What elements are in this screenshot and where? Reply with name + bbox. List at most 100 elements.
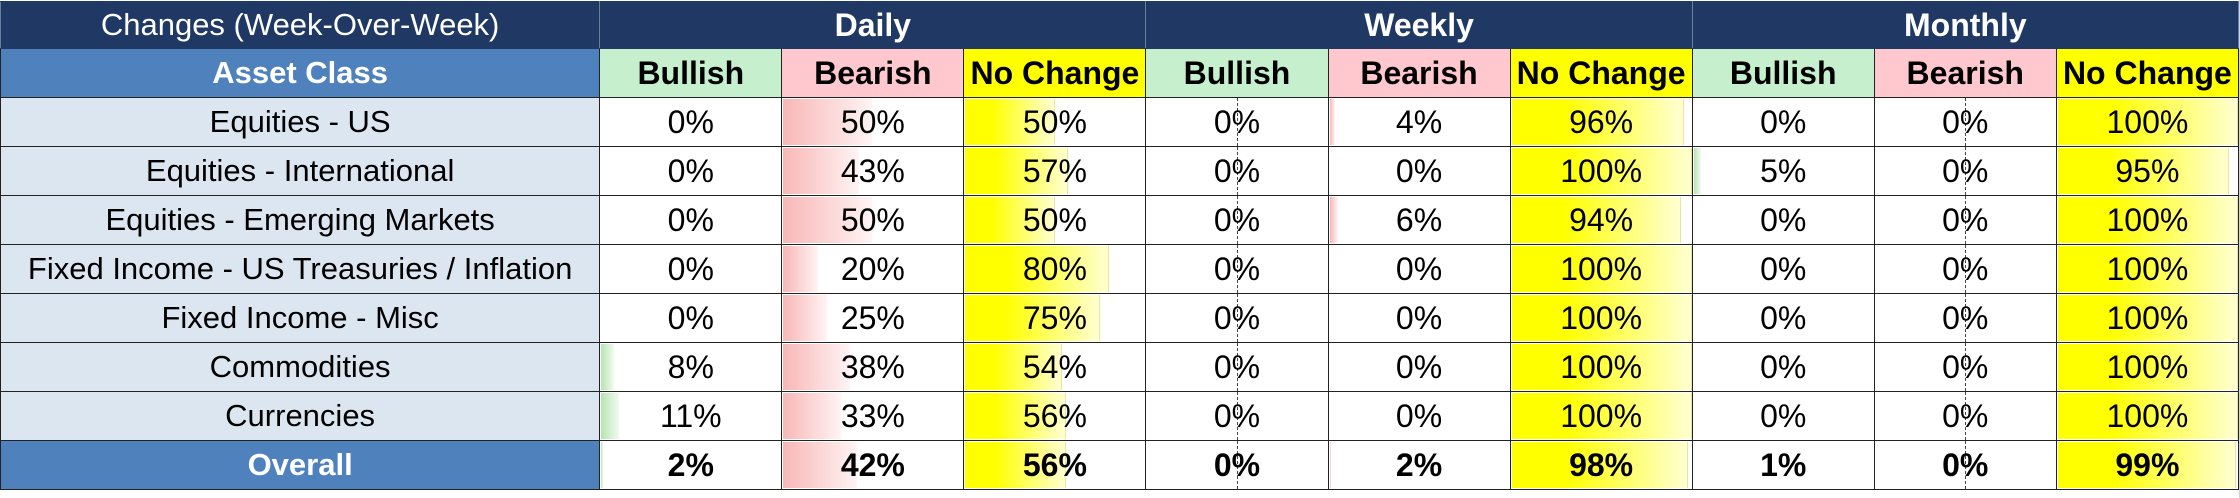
daily-no-change-cell: 56% xyxy=(963,440,1147,490)
group-monthly: Monthly xyxy=(1691,1,2239,49)
cell-value: 100% xyxy=(2106,103,2189,140)
daily-bullish-cell: 8% xyxy=(599,342,783,392)
monthly-bullish-cell: 1% xyxy=(1691,440,1875,490)
cell-value: 0% xyxy=(1213,397,1261,434)
weekly-bearish-cell: 2% xyxy=(1327,440,1511,490)
daily-no-change-cell: 50% xyxy=(963,195,1147,245)
monthly-no-change-cell: 100% xyxy=(2055,244,2239,294)
weekly-bullish-cell: 0% xyxy=(1145,195,1329,245)
data-bar xyxy=(965,148,1068,194)
cell-value: 42% xyxy=(840,446,905,483)
cell-value: 25% xyxy=(840,299,905,336)
monthly-bearish-header: Bearish xyxy=(1873,48,2057,98)
cell-value: 2% xyxy=(1395,446,1443,483)
data-bar-axis xyxy=(1236,98,1238,146)
monthly-bearish-cell: 0% xyxy=(1873,342,2057,392)
weekly-bullish-cell: 0% xyxy=(1145,97,1329,147)
cell-value: 100% xyxy=(2106,250,2189,287)
data-bar xyxy=(601,393,620,439)
data-bar-axis xyxy=(1965,392,1967,440)
daily-bearish-cell: 20% xyxy=(781,244,965,294)
daily-bullish-cell: 11% xyxy=(599,391,783,441)
monthly-no-change-cell: 100% xyxy=(2055,342,2239,392)
cell-value: 0% xyxy=(1942,201,1989,238)
group-header-row: Changes (Week-Over-Week) Daily Weekly Mo… xyxy=(0,1,2239,49)
cell-value: 100% xyxy=(1560,152,1643,189)
monthly-no-change-header: No Change xyxy=(2055,48,2239,98)
cell-value: 0% xyxy=(1760,250,1807,287)
weekly-bearish-cell: 0% xyxy=(1327,391,1511,441)
daily-bearish-cell: 43% xyxy=(781,146,965,196)
cell-value: 0% xyxy=(1213,299,1261,336)
cell-value: 6% xyxy=(1395,201,1443,238)
cell-value: 0% xyxy=(1760,397,1807,434)
cell-value: 0% xyxy=(1213,250,1261,287)
table-row: Commodities 8% 38% 54% 0% 0% 100% 0% 0% 100% xyxy=(0,342,2239,392)
column-header-row: Asset Class Bullish Bearish No Change Bu… xyxy=(0,48,2239,98)
data-bar xyxy=(965,295,1101,341)
data-bar xyxy=(2057,99,2238,145)
monthly-bearish-cell: 0% xyxy=(1873,146,2057,196)
data-bar-axis xyxy=(1236,343,1238,391)
data-bar xyxy=(1511,295,1692,341)
cell-value: 0% xyxy=(1395,348,1443,385)
cell-value: 1% xyxy=(1760,446,1807,483)
weekly-bullish-cell: 0% xyxy=(1145,244,1329,294)
cell-value: 0% xyxy=(667,201,714,238)
daily-bearish-cell: 50% xyxy=(781,195,965,245)
data-bar xyxy=(783,246,818,292)
data-bar xyxy=(601,344,614,390)
monthly-bullish-cell: 0% xyxy=(1691,195,1875,245)
data-bar xyxy=(965,99,1055,145)
daily-no-change-cell: 54% xyxy=(963,342,1147,392)
data-bar xyxy=(601,442,603,488)
cell-value: 0% xyxy=(1395,152,1443,189)
daily-bullish-cell: 2% xyxy=(599,440,783,490)
daily-bearish-cell: 33% xyxy=(781,391,965,441)
weekly-no-change-cell: 100% xyxy=(1509,146,1693,196)
monthly-no-change-cell: 95% xyxy=(2055,146,2239,196)
data-bar-axis xyxy=(1236,196,1238,244)
cell-value: 50% xyxy=(1022,103,1087,140)
weekly-bullish-header: Bullish xyxy=(1145,48,1329,98)
data-bar-axis xyxy=(1965,98,1967,146)
data-bar-axis xyxy=(1236,441,1238,489)
monthly-bearish-cell: 0% xyxy=(1873,293,2057,343)
cell-value: 0% xyxy=(667,250,714,287)
table-row: Equities - International 0% 43% 57% 0% 0% 100%… xyxy=(0,146,2239,196)
data-bar xyxy=(1511,442,1689,488)
cell-value: 0% xyxy=(1213,348,1261,385)
cell-value: 100% xyxy=(1560,250,1643,287)
weekly-no-change-cell: 98% xyxy=(1509,440,1693,490)
data-bar-axis xyxy=(1965,343,1967,391)
data-bar xyxy=(965,393,1066,439)
cell-value: 0% xyxy=(1942,250,1989,287)
daily-bullish-cell: 0% xyxy=(599,244,783,294)
monthly-bullish-cell: 0% xyxy=(1691,342,1875,392)
asset-class-header: Asset Class xyxy=(0,48,601,98)
cell-value: 56% xyxy=(1022,446,1087,483)
weekly-no-change-cell: 100% xyxy=(1509,244,1693,294)
table-row: Equities - US 0% 50% 50% 0% 4% 96% 0% 0% 100% xyxy=(0,97,2239,147)
data-bar-axis xyxy=(1236,147,1238,195)
weekly-bullish-cell: 0% xyxy=(1145,440,1329,490)
weekly-bearish-cell: 0% xyxy=(1327,244,1511,294)
cell-value: 99% xyxy=(2115,446,2180,483)
table-row: Currencies 11% 33% 56% 0% 0% 100% 0% 0% 100% xyxy=(0,391,2239,441)
monthly-bearish-cell: 0% xyxy=(1873,195,2057,245)
cell-value: 20% xyxy=(840,250,905,287)
weekly-no-change-cell: 96% xyxy=(1509,97,1693,147)
weekly-no-change-cell: 100% xyxy=(1509,293,1693,343)
data-bar xyxy=(1693,148,1701,194)
cell-value: 94% xyxy=(1569,201,1634,238)
monthly-bullish-cell: 0% xyxy=(1691,391,1875,441)
asset-class-name: Fixed Income - Misc xyxy=(0,293,601,343)
weekly-no-change-cell: 94% xyxy=(1509,195,1693,245)
monthly-bullish-cell: 0% xyxy=(1691,97,1875,147)
daily-bullish-cell: 0% xyxy=(599,195,783,245)
weekly-bullish-cell: 0% xyxy=(1145,293,1329,343)
cell-value: 50% xyxy=(1022,201,1087,238)
data-bar xyxy=(783,295,827,341)
cell-value: 33% xyxy=(840,397,905,434)
monthly-no-change-cell: 100% xyxy=(2055,391,2239,441)
